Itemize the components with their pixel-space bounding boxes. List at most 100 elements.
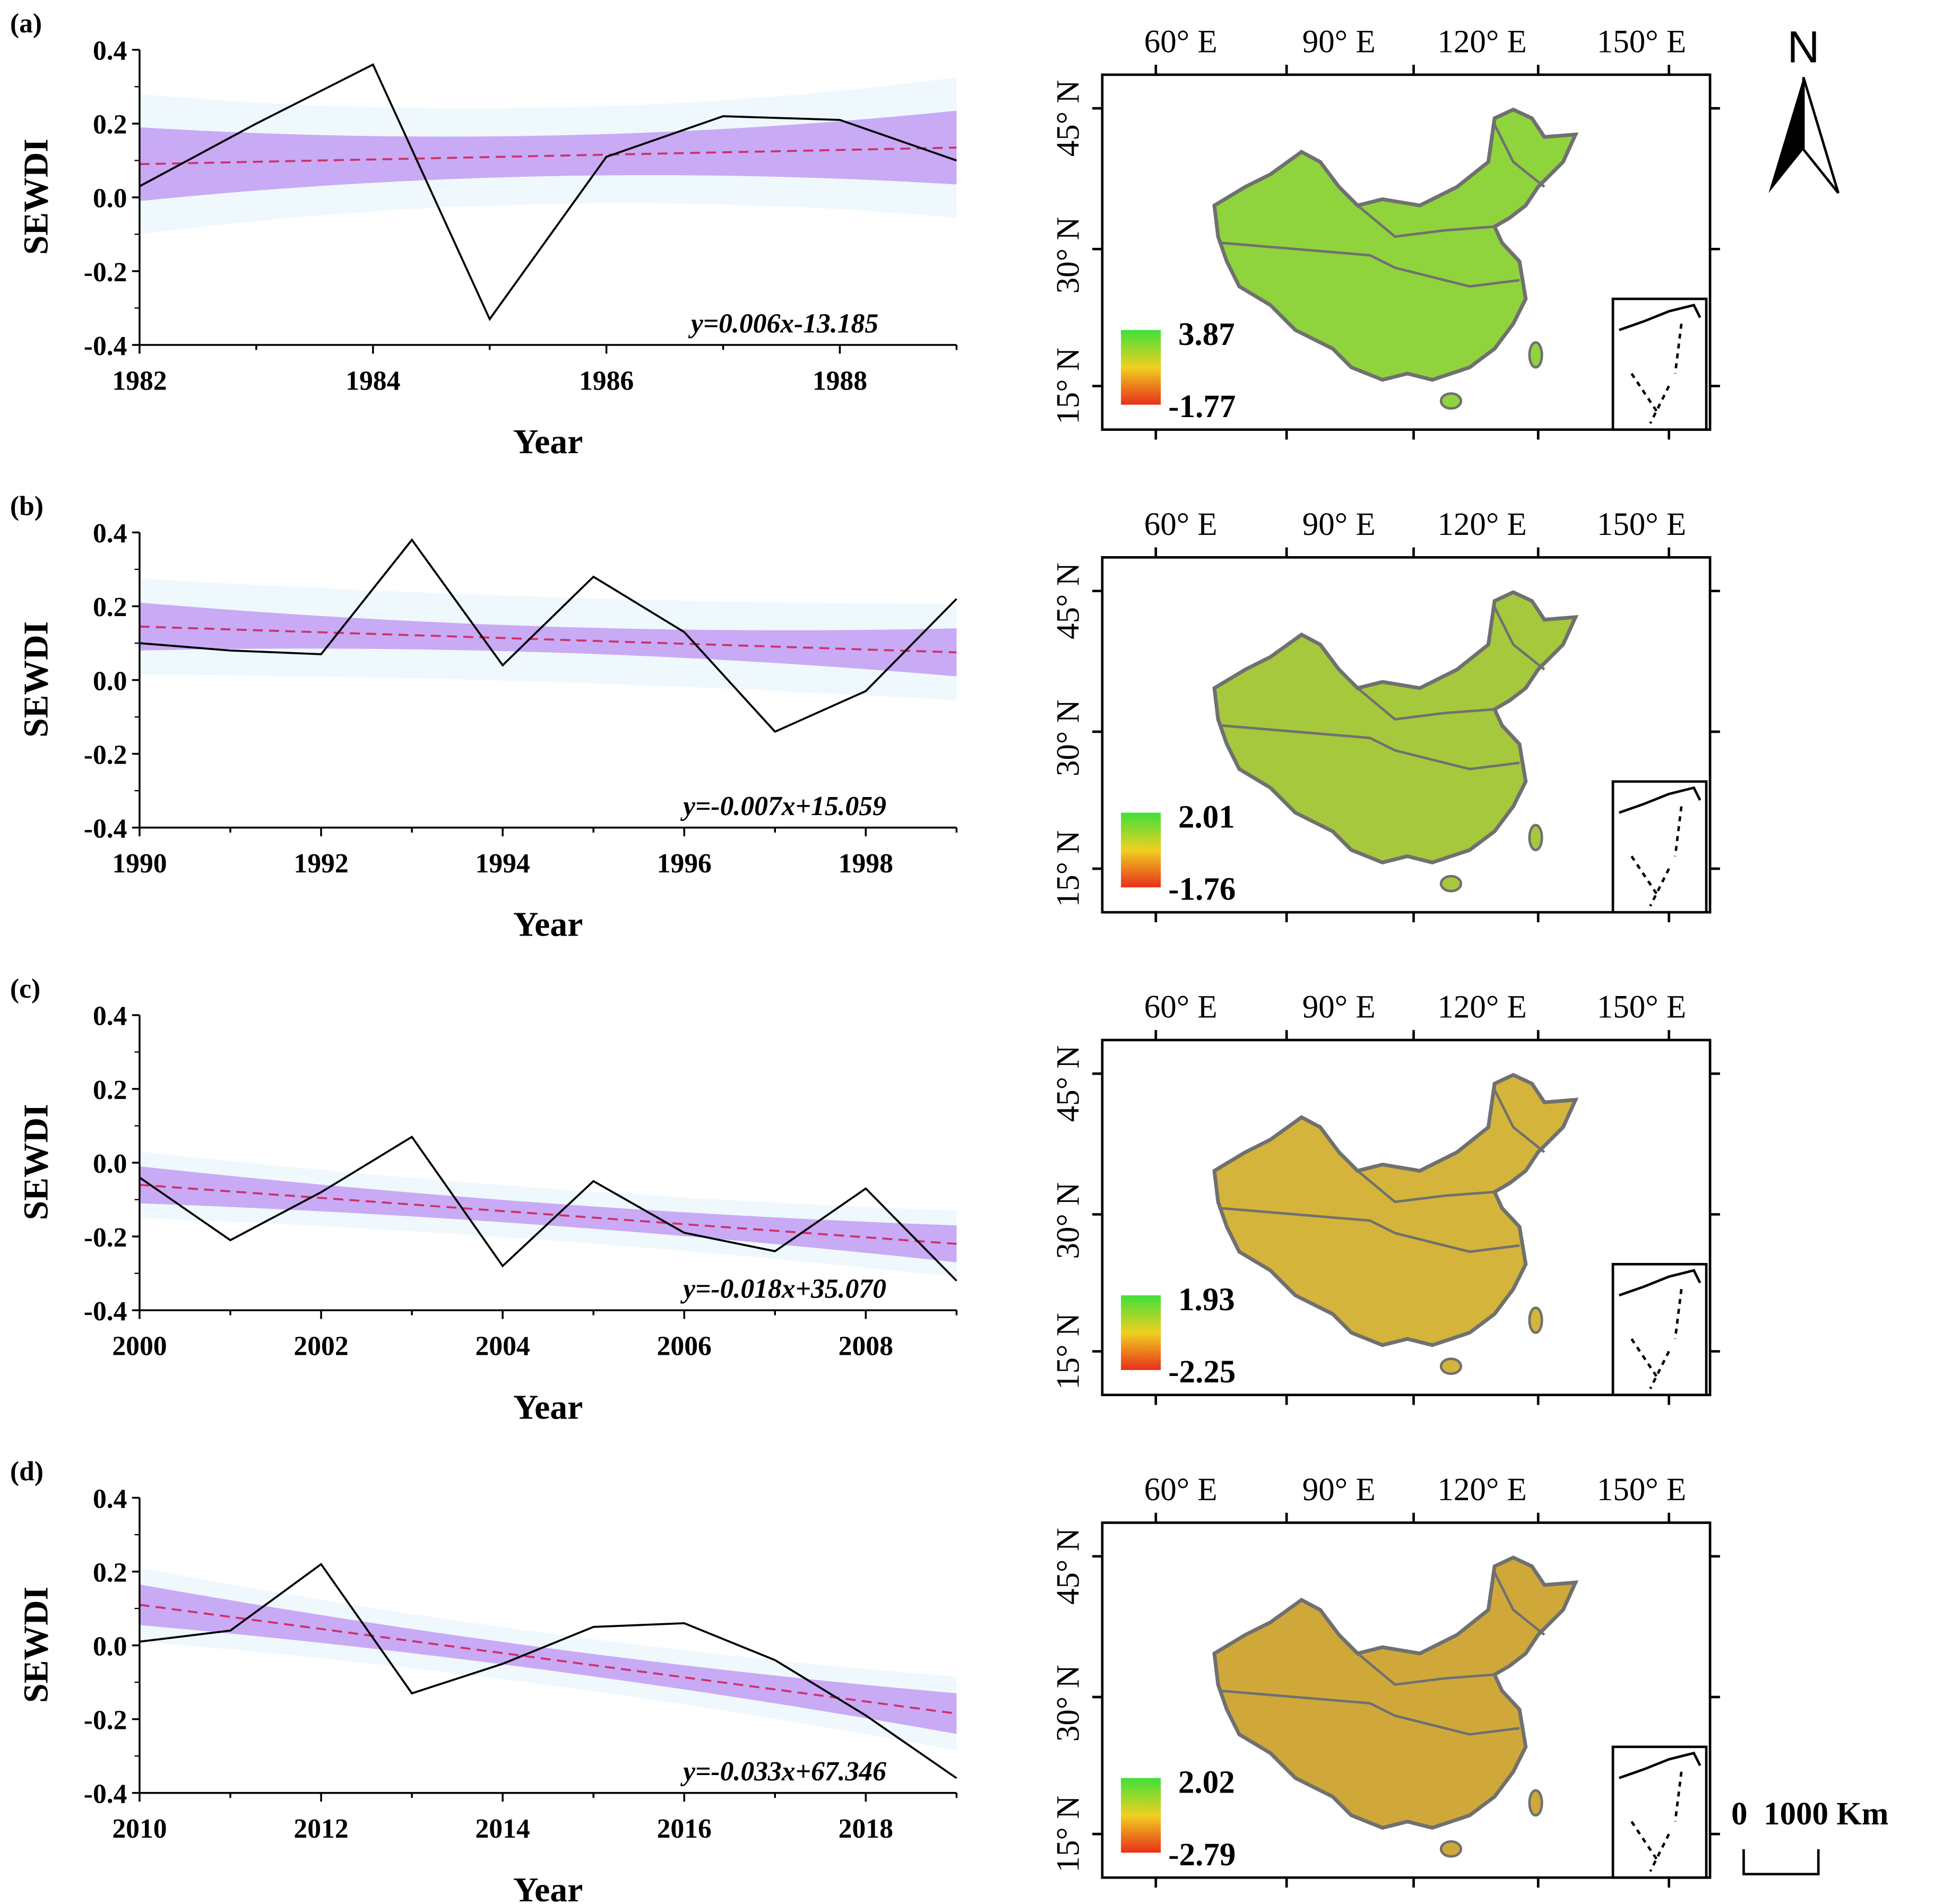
inset-boundary [1630,1288,1683,1390]
y-tick-label: 0.0 [93,184,127,214]
legend-min-label: -1.76 [1168,872,1236,907]
scale-bar-bracket [1742,1849,1820,1876]
y-tick-label: -0.2 [84,1705,127,1735]
longitude-label: 90° E [1302,24,1376,60]
x-tick-label: 1982 [112,366,167,396]
x-tick-label: 1984 [346,366,400,396]
x-tick-label: 2018 [839,1814,893,1844]
south-china-sea-inset [1611,780,1708,914]
taiwan-island [1528,1789,1543,1817]
south-china-sea-inset [1611,1262,1708,1397]
region-boundary [1493,124,1545,188]
scale-bar-label: 0 1000 Km [1731,1796,1889,1832]
x-tick-label: 2010 [112,1814,167,1844]
longitude-label: 60° E [1144,990,1217,1025]
x-tick-label: 2008 [839,1331,893,1362]
longitude-label: 90° E [1302,507,1376,542]
x-tick-label: 2000 [112,1331,167,1362]
map-b: 60° E 90° E 120° E 150° E 45° N 30° N 15° N 2.0… [1050,507,1720,922]
latitude-label: 30° N [1050,699,1086,776]
legend-max-label: 3.87 [1178,317,1235,352]
north-arrow: N [1768,22,1840,194]
color-legend-bar [1121,330,1161,405]
legend-max-label: 2.01 [1178,800,1235,835]
y-tick-label: -0.4 [84,331,127,361]
longitude-label: 150° E [1597,507,1686,542]
y-tick-label: 0.2 [93,110,127,140]
hainan-island [1439,1357,1463,1375]
trend-line [139,625,957,654]
x-axis-title: Year [513,1388,583,1426]
color-legend-bar [1121,1778,1161,1853]
longitude-label: 120° E [1437,990,1526,1025]
y-axis-title: SEWDI [16,1104,55,1220]
x-tick-label: 2002 [293,1331,348,1362]
y-tick-label: -0.2 [84,740,127,770]
trend-line [139,146,957,166]
inset-coastline [1618,1751,1702,1779]
panel-label: (a) [10,8,42,39]
y-tick-label: 0.0 [93,1149,127,1179]
y-tick-label: -0.2 [84,257,127,288]
region-boundary [1357,1170,1495,1204]
regression-equation: y=-0.007x+15.059 [680,791,886,821]
legend-min-label: -2.25 [1168,1354,1236,1390]
region-boundary [1220,1207,1520,1253]
legend-min-label: -2.79 [1168,1837,1236,1873]
sewdi-series-line [139,538,957,733]
region-boundary [1357,204,1495,238]
inset-boundary [1630,806,1683,907]
panel-d: 0.4 0.2 0.0 -0.2 -0.4 2010 2012 2014 2016 2018 Yea… [10,1457,1720,1904]
trend-line [139,1183,957,1245]
x-axis-title: Year [513,422,583,461]
x-tick-label: 1996 [657,849,712,879]
china-map-raster [1212,107,1579,382]
longitude-label: 120° E [1437,24,1526,60]
region-boundary [1357,687,1495,721]
x-axis-title: Year [513,905,583,944]
latitude-label: 15° N [1050,1313,1086,1390]
south-china-sea-inset [1611,1745,1708,1879]
sewdi-series-line [139,1563,957,1779]
y-tick-label: -0.4 [84,1296,127,1327]
scale-bar: 0 1000 Km [1731,1796,1889,1876]
color-legend-bar [1121,812,1161,888]
regression-equation: y=-0.018x+35.070 [680,1274,886,1304]
inset-boundary [1630,323,1683,424]
longitude-label: 150° E [1597,990,1686,1025]
china-map-raster [1212,1555,1579,1830]
region-boundary [1493,1572,1545,1636]
y-tick-label: 0.2 [93,1075,127,1105]
china-map-raster [1212,590,1579,864]
legend-max-label: 1.93 [1178,1282,1235,1318]
map-d: 60° E 90° E 120° E 150° E 45° N 30° N 15° N 2.0… [1050,1472,1720,1888]
longitude-label: 60° E [1144,24,1217,60]
latitude-label: 15° N [1050,1796,1086,1873]
inset-boundary [1630,1771,1683,1872]
hainan-island [1439,1840,1463,1858]
map-a: 60° E 90° E 120° E 150° E 45° N 30° N 15° N 3.8… [1050,24,1720,440]
sewdi-series-line [139,1135,957,1282]
x-tick-label: 2012 [293,1814,348,1844]
south-china-sea-inset [1611,297,1708,431]
x-tick-label: 2016 [657,1814,712,1844]
north-arrow-icon-half [1802,76,1840,194]
x-tick-label: 1992 [293,849,348,879]
legend-max-label: 2.02 [1178,1765,1235,1801]
inset-coastline [1618,1269,1702,1297]
north-arrow-label: N [1787,22,1820,72]
y-tick-label: 0.4 [93,518,127,549]
y-axis-title: SEWDI [16,1587,55,1703]
longitude-label: 60° E [1144,507,1217,542]
longitude-label: 90° E [1302,1472,1376,1508]
taiwan-island [1528,1306,1543,1334]
legend-min-label: -1.77 [1168,389,1236,425]
y-tick-label: 0.0 [93,1631,127,1661]
regression-equation: y=-0.033x+67.346 [680,1756,886,1787]
region-boundary [1493,1089,1545,1153]
region-boundary [1220,1689,1520,1736]
latitude-label: 30° N [1050,1665,1086,1742]
taiwan-island [1528,341,1543,369]
y-tick-label: -0.4 [84,1779,127,1809]
regression-equation: y=0.006x-13.185 [688,309,878,339]
